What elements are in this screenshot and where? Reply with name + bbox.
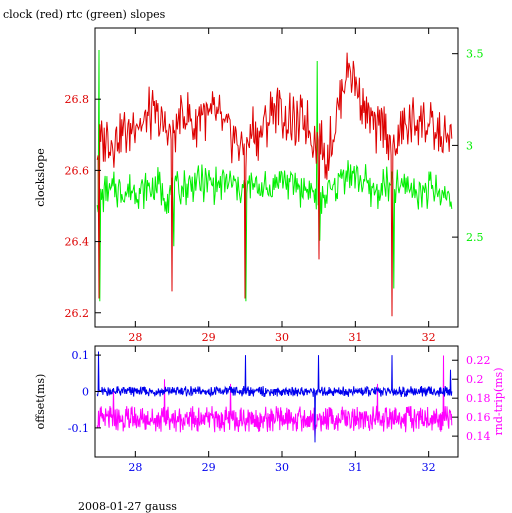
x-tick-label: 29 — [202, 331, 216, 344]
y2-tick-label: 2.5 — [466, 231, 484, 244]
y-tick-label: -0.1 — [68, 422, 89, 435]
y-tick-label: 26.8 — [65, 93, 90, 106]
y-tick-label: 0 — [82, 385, 89, 398]
y2-tick-label: 0.2 — [466, 373, 484, 386]
clock-slope-panel: 28 29 30 31 32 26.2 26.4 26.6 26.8 2.5 3 3.5 clocksl… — [34, 27, 484, 344]
footer-date: 2008-01-27 gauss — [78, 500, 177, 513]
rtc-slope-line — [96, 49, 453, 302]
offset-line — [96, 351, 453, 443]
x-tick-label: 32 — [422, 331, 436, 344]
x-tick-label: 30 — [275, 461, 289, 474]
rndtrip-line — [96, 355, 453, 439]
y2-tick-label: 0.22 — [466, 354, 491, 367]
x-tick-label: 28 — [128, 331, 142, 344]
y2-tick-label: 0.16 — [466, 411, 491, 424]
y-tick-label: 26.4 — [65, 236, 90, 249]
y2-tick-label: 0.18 — [466, 392, 491, 405]
chart-title: clock (red) rtc (green) slopes — [3, 8, 166, 21]
y-axis-label: clockslope — [34, 148, 47, 206]
x-tick-label: 30 — [275, 331, 289, 344]
x-tick-label: 31 — [348, 331, 362, 344]
plot-frame — [94, 345, 459, 458]
plot-frame — [94, 27, 459, 328]
y2-tick-label: 3.5 — [466, 48, 484, 61]
y2-tick-label: 0.14 — [466, 430, 491, 443]
x-tick-label: 29 — [202, 461, 216, 474]
y-tick-label: 26.6 — [65, 164, 90, 177]
y2-axis-label: rnd-trip(ms) — [492, 368, 505, 436]
y2-tick-label: 3 — [466, 139, 473, 152]
clock-slope-line — [96, 52, 453, 317]
y-tick-label: 0.1 — [72, 349, 90, 362]
y-axis-label: offset(ms) — [34, 374, 47, 430]
x-tick-label: 28 — [128, 461, 142, 474]
x-tick-label: 32 — [422, 461, 436, 474]
y-tick-label: 26.2 — [65, 307, 90, 320]
x-tick-label: 31 — [348, 461, 362, 474]
offset-panel: 28 29 30 31 32 -0.1 0 0.1 0.14 0.16 0.18 0.2 0.22 off… — [34, 345, 505, 474]
